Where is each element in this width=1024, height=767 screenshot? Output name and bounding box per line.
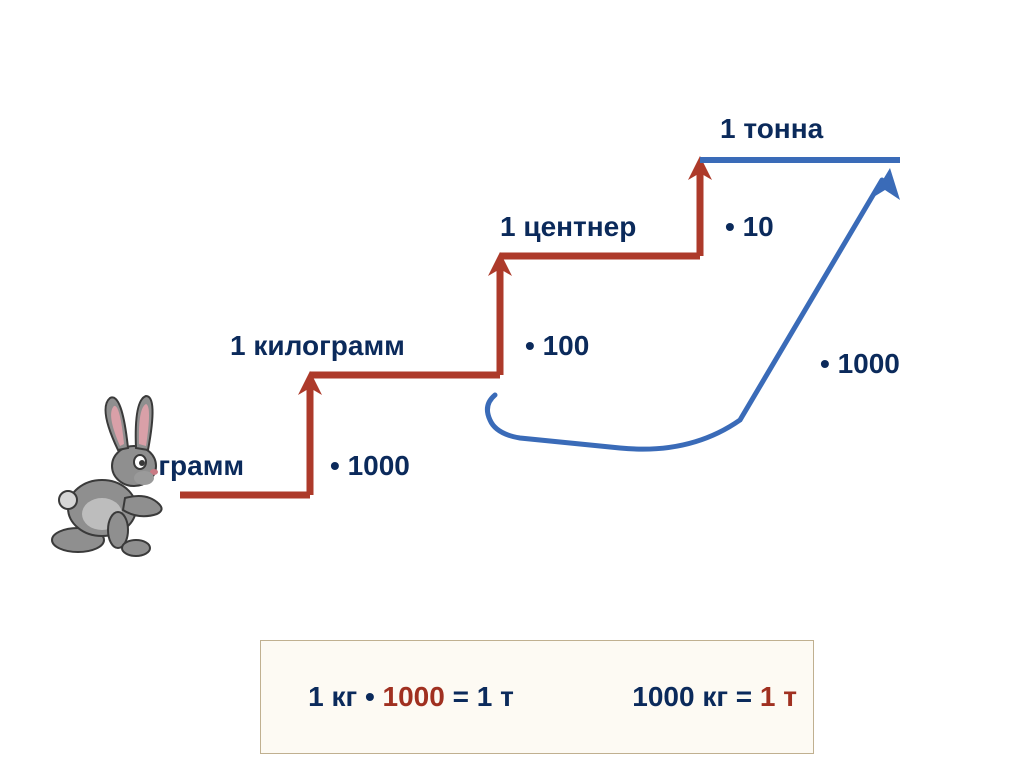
step-label-tonna: 1 тонна	[720, 113, 823, 145]
diagram-stage: { "canvas": { "width": 1024, "height": 7…	[0, 0, 1024, 767]
step-label-centner: 1 центнер	[500, 211, 636, 243]
mult-label-10: • 10	[725, 211, 774, 243]
staircase	[180, 156, 712, 495]
rabbit-icon	[40, 390, 180, 560]
step-label-kilogram: 1 килограмм	[230, 330, 405, 362]
formula-box: 1 кг • 1000 = 1 т 1000 кг = 1 т	[260, 640, 814, 754]
formula-right: 1000 кг = 1 т	[601, 649, 797, 745]
mult-label-1000b: • 1000	[820, 348, 900, 380]
mult-label-1000a: • 1000	[330, 450, 410, 482]
formula-left: 1 кг • 1000 = 1 т	[277, 649, 514, 745]
mult-label-100: • 100	[525, 330, 589, 362]
